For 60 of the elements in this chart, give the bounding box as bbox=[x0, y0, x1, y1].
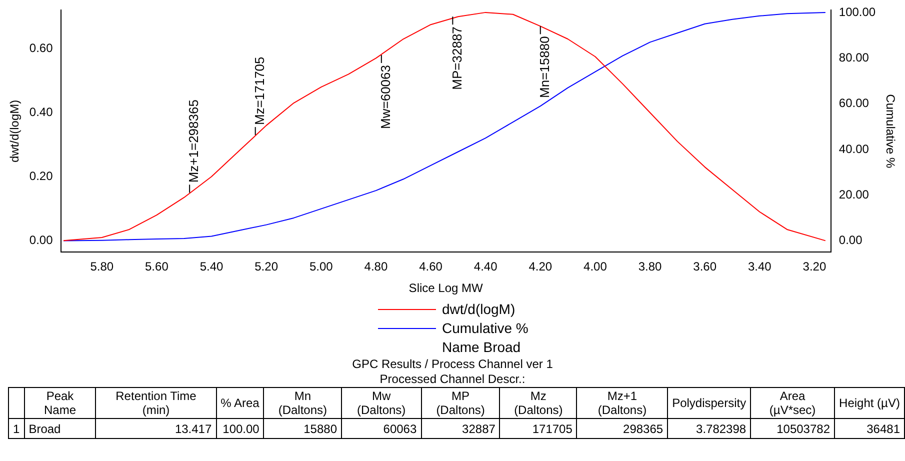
y-tick-label: 0.00 bbox=[29, 232, 54, 247]
x-tick-label: 4.20 bbox=[528, 260, 552, 274]
y2-tick-label: 100.00 bbox=[838, 4, 876, 19]
x-tick-label: 5.40 bbox=[200, 260, 224, 274]
text: 1 bbox=[8, 418, 24, 438]
annotation: Mz+1=298365 bbox=[186, 100, 202, 183]
x-tick-label: 5.20 bbox=[254, 260, 278, 274]
y2-tick-label: 60.00 bbox=[838, 96, 870, 110]
annotation: MP=32887 bbox=[449, 26, 464, 90]
text: 13.417 bbox=[96, 418, 216, 438]
text: 60063 bbox=[342, 418, 422, 438]
text: Processed Channel Descr.: bbox=[378, 372, 526, 387]
text: MP (Daltons) bbox=[421, 388, 500, 418]
annotation: Mz=171705 bbox=[252, 56, 267, 126]
annotation: Mn=15880 bbox=[536, 36, 552, 98]
text: Name Broad bbox=[442, 338, 522, 357]
text: Broad bbox=[24, 418, 96, 438]
y2-tick-label: 0.00 bbox=[838, 233, 863, 248]
y2-tick-label: 40.00 bbox=[838, 142, 870, 156]
text: 100.00 bbox=[216, 418, 264, 438]
annotation: Mw=60063 bbox=[378, 65, 393, 129]
y2-axis-title: Cumulative % bbox=[883, 94, 898, 169]
y-tick-label: 0.60 bbox=[29, 40, 54, 55]
x-tick-label: 5.00 bbox=[309, 260, 334, 274]
x-tick-label: 3.20 bbox=[802, 260, 826, 274]
x-tick-label: 5.60 bbox=[145, 260, 169, 274]
text: Mw (Daltons) bbox=[342, 388, 422, 418]
x-tick-label: 5.80 bbox=[90, 260, 114, 274]
legend-label: Cumulative % bbox=[442, 319, 528, 338]
y-tick-label: 0.40 bbox=[29, 104, 54, 119]
x-tick-label: 4.40 bbox=[474, 260, 498, 274]
text: Mn (Daltons) bbox=[264, 388, 342, 418]
x-tick-label: 4.60 bbox=[419, 260, 443, 274]
y2-tick-label: 80.00 bbox=[838, 50, 870, 64]
text: 298365 bbox=[576, 418, 668, 438]
x-tick-label: 4.80 bbox=[364, 260, 388, 274]
text: 171705 bbox=[500, 418, 577, 438]
text: Retention Time (min) bbox=[96, 388, 216, 418]
text: GPC Results / Process Channel ver 1 bbox=[351, 357, 554, 372]
y-tick-label: 0.20 bbox=[29, 168, 54, 183]
text: Height (µV) bbox=[834, 388, 904, 418]
text: 10503782 bbox=[750, 418, 834, 438]
text: Mz+1 (Daltons) bbox=[576, 388, 668, 418]
x-tick-label: 3.60 bbox=[693, 260, 717, 274]
x-axis-title: Slice Log MW bbox=[408, 281, 484, 296]
text: Mz (Daltons) bbox=[500, 388, 577, 418]
text: Polydispersity bbox=[668, 388, 751, 418]
y2-tick-label: 20.00 bbox=[838, 187, 870, 202]
x-tick-label: 4.00 bbox=[584, 260, 608, 274]
x-tick-label: 3.80 bbox=[638, 260, 662, 274]
text: 3.782398 bbox=[668, 418, 751, 438]
text: Area (µV*sec) bbox=[750, 388, 834, 418]
text: 15880 bbox=[264, 418, 342, 438]
text: 36481 bbox=[834, 418, 904, 438]
text: % Area bbox=[216, 388, 264, 418]
text: Peak Name bbox=[24, 388, 96, 418]
x-tick-label: 3.40 bbox=[748, 260, 772, 274]
text: 32887 bbox=[421, 418, 500, 438]
y-axis-title: dwt/d(logM) bbox=[8, 100, 22, 163]
legend-label: dwt/d(logM) bbox=[442, 300, 516, 319]
